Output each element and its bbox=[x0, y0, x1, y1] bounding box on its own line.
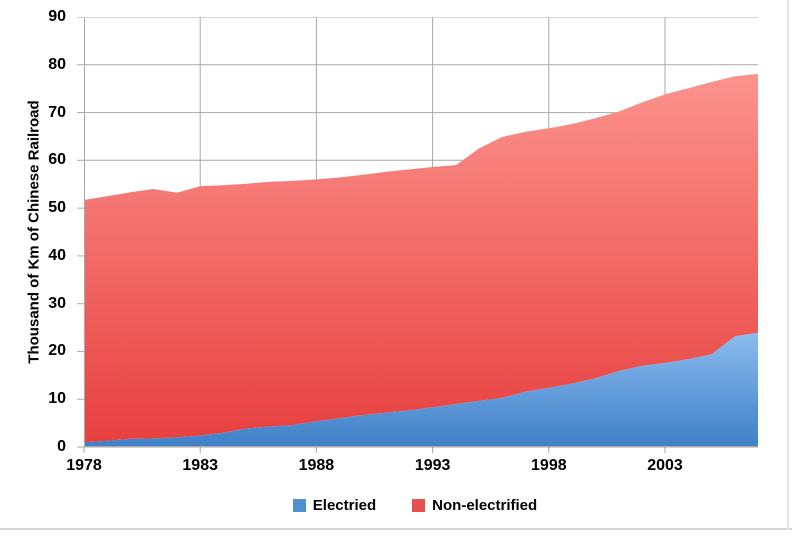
x-tick-label: 1983 bbox=[182, 457, 218, 474]
bottom-frame-line bbox=[0, 528, 792, 530]
x-tick-label: 1988 bbox=[298, 457, 335, 474]
legend-swatch bbox=[292, 499, 306, 512]
right-frame-line bbox=[787, 0, 789, 530]
y-tick-label: 40 bbox=[48, 246, 66, 264]
x-tick-label: 1993 bbox=[414, 457, 451, 474]
area-electried bbox=[84, 332, 758, 447]
y-tick-label: 20 bbox=[48, 342, 66, 360]
legend-label: Non-electrified bbox=[432, 497, 538, 514]
x-tick-label: 2003 bbox=[647, 457, 683, 474]
y-tick-label: 10 bbox=[48, 390, 66, 408]
y-tick-label: 30 bbox=[48, 294, 66, 312]
plot-area bbox=[77, 17, 758, 453]
legend: Electried Non-electrified bbox=[0, 497, 792, 514]
legend-item-electried: Electried bbox=[292, 497, 377, 514]
area-non-electrified bbox=[84, 73, 758, 443]
legend-label: Electried bbox=[312, 497, 377, 514]
y-tick-label: 70 bbox=[48, 103, 66, 121]
y-tick-label: 50 bbox=[48, 199, 66, 217]
legend-item-non-electrified: Non-electrified bbox=[412, 497, 537, 514]
legend-swatch bbox=[412, 499, 426, 512]
x-tick-label: 1998 bbox=[531, 457, 567, 474]
y-tick-label: 60 bbox=[48, 151, 66, 169]
y-tick-label: 80 bbox=[48, 55, 66, 73]
x-tick-label: 1978 bbox=[66, 457, 102, 474]
y-tick-label: 0 bbox=[57, 438, 66, 455]
y-tick-label: 90 bbox=[48, 8, 66, 25]
y-axis-title: Thousand of Km of Chinese Railroad bbox=[25, 100, 43, 364]
